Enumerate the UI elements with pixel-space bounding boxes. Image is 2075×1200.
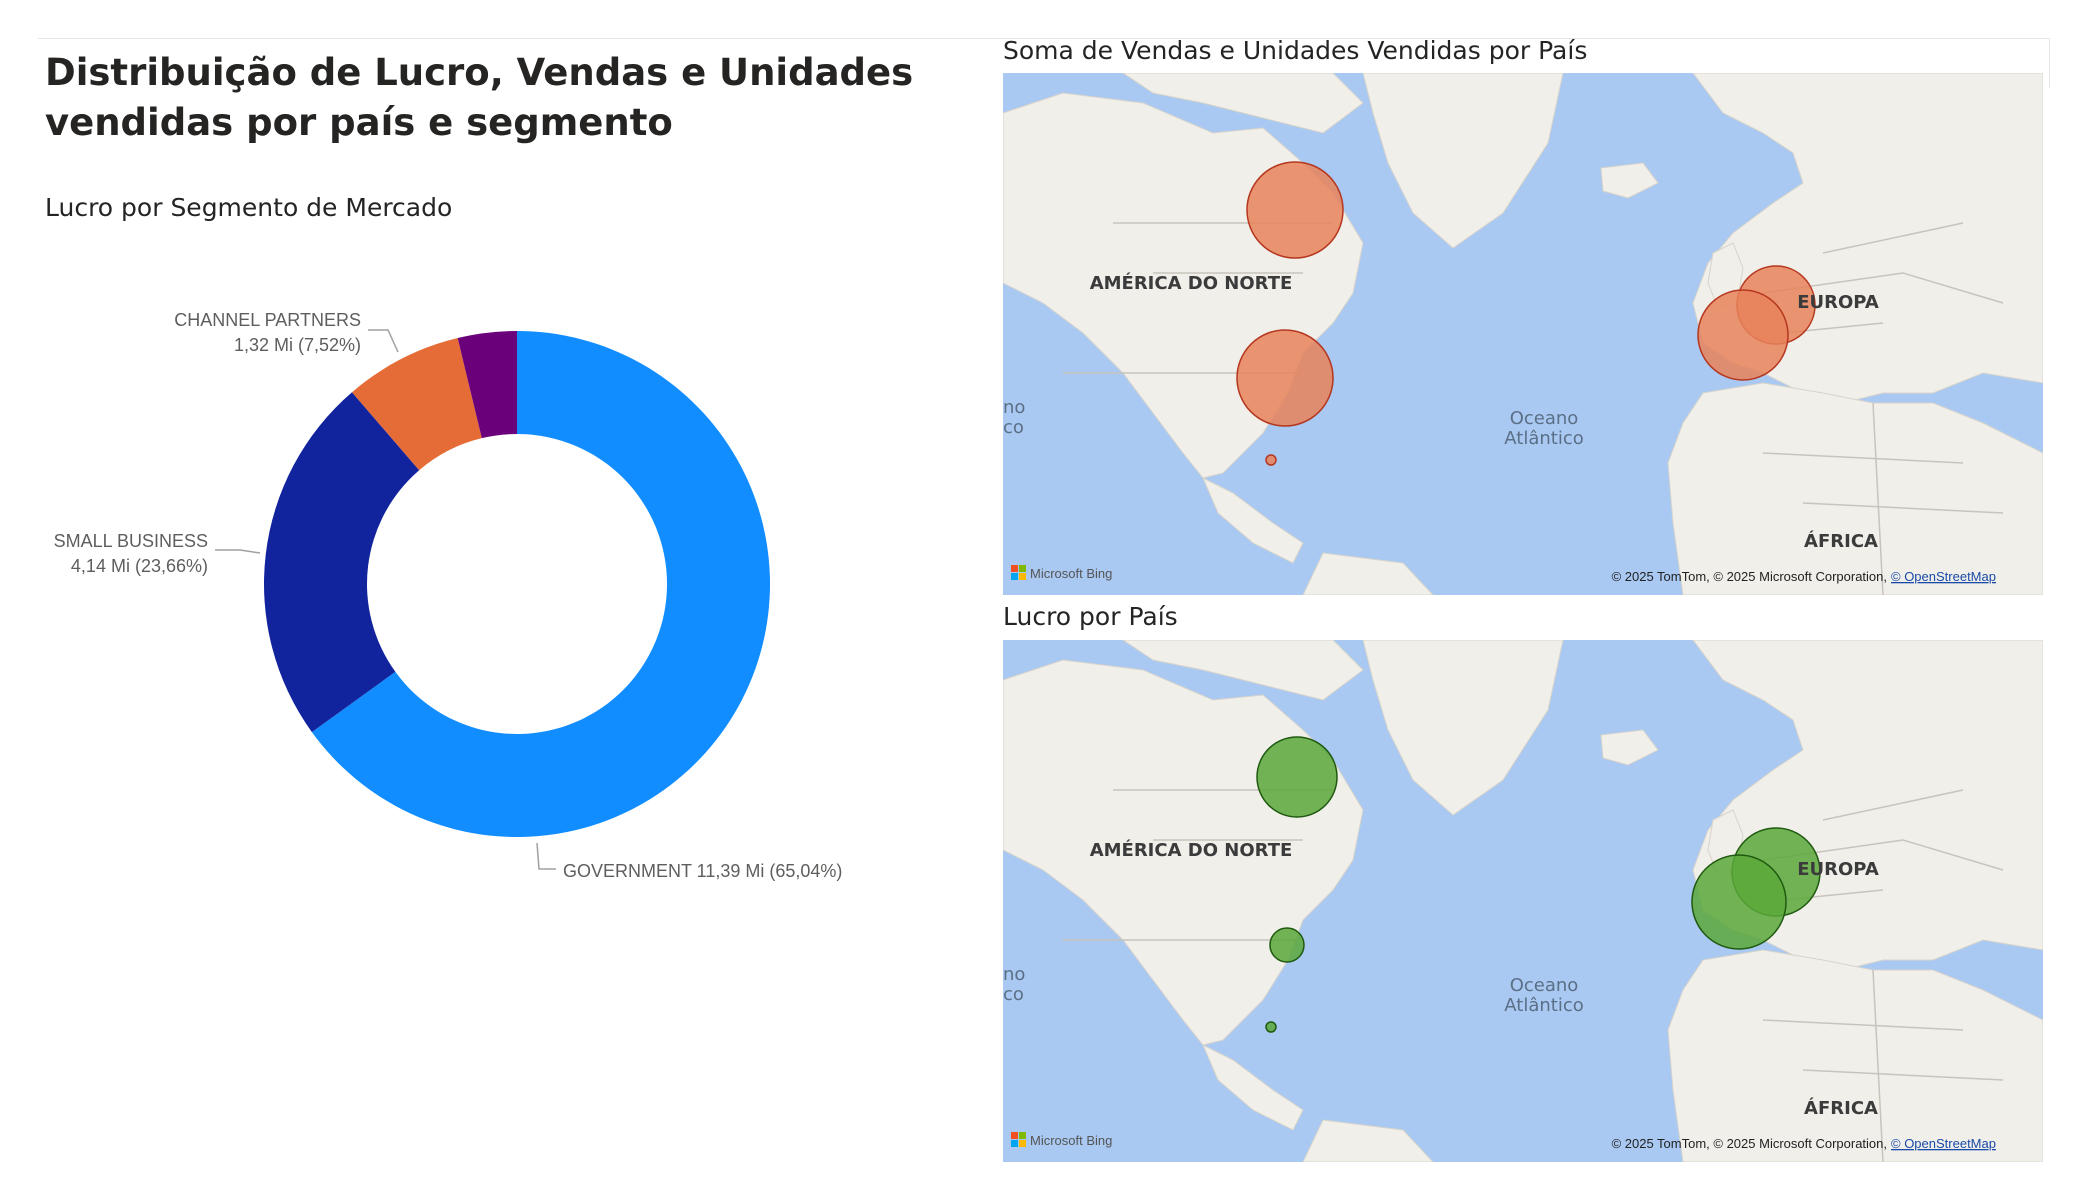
profit-map-basemap: [1003, 640, 2043, 1162]
donut-slice-government[interactable]: [311, 331, 771, 838]
report-frame: [38, 38, 2050, 89]
donut-slice-unlabeled-segment[interactable]: [457, 331, 517, 439]
donut-slices[interactable]: [264, 331, 771, 838]
ocean-label-line2: Atlântico: [1504, 995, 1583, 1016]
government-label: GOVERNMENT 11,39 Mi (65,04%): [563, 861, 842, 881]
profit-map-title: Lucro por País: [1003, 602, 1178, 631]
profit-map-canvas[interactable]: AMÉRICA DO NORTE EUROPA ÁFRICA Oceano At…: [1003, 640, 2043, 1162]
small-business-label-name: SMALL BUSINESS: [54, 531, 208, 551]
donut-slice-channel-partners[interactable]: [351, 338, 482, 471]
pacific-label-fragment2: co: [1003, 984, 1024, 1005]
bubble-united-states[interactable]: [1269, 927, 1305, 963]
map-copyright: © 2025 TomTom, © 2025 Microsoft Corporat…: [1612, 569, 1887, 584]
microsoft-logo-icon: [1011, 1132, 1026, 1147]
region-label-africa: ÁFRICA: [1804, 530, 1878, 552]
region-label-africa: ÁFRICA: [1804, 1097, 1878, 1119]
profit-map-bubbles[interactable]: [1256, 736, 1821, 1033]
bubble-france[interactable]: [1691, 854, 1787, 950]
sales-map-bubbles[interactable]: [1236, 161, 1816, 466]
pacific-label-fragment1: no: [1003, 397, 1025, 418]
donut-chart-title: Lucro por Segmento de Mercado: [45, 193, 453, 222]
bubble-france[interactable]: [1697, 289, 1789, 381]
pacific-label-fragment1: no: [1003, 964, 1025, 985]
openstreetmap-link[interactable]: © OpenStreetMap: [1891, 1136, 1996, 1151]
ocean-label-line2: Atlântico: [1504, 428, 1583, 449]
bubble-canada[interactable]: [1246, 161, 1344, 259]
bing-attribution: Microsoft Bing: [1030, 1133, 1112, 1148]
region-label-europe: EUROPA: [1797, 859, 1879, 880]
channel-partners-label-value: 1,32 Mi (7,52%): [234, 335, 361, 355]
channel-partners-leader: [368, 329, 399, 353]
openstreetmap-link[interactable]: © OpenStreetMap: [1891, 569, 1996, 584]
small-business-leader: [215, 549, 261, 554]
small-business-label-value: 4,14 Mi (23,66%): [71, 556, 208, 576]
sales-map[interactable]: AMÉRICA DO NORTE EUROPA ÁFRICA Oceano At…: [1003, 73, 2043, 595]
bubble-mexico[interactable]: [1265, 454, 1277, 466]
sales-map-canvas[interactable]: AMÉRICA DO NORTE EUROPA ÁFRICA Oceano At…: [1003, 73, 2043, 595]
donut-slice-small-business[interactable]: [264, 392, 420, 733]
bubble-mexico[interactable]: [1265, 1021, 1277, 1033]
report-frame-edge: [2049, 38, 2050, 88]
pacific-label-fragment2: co: [1003, 417, 1024, 438]
page-title: Distribuição de Lucro, Vendas e Unidades…: [45, 51, 914, 144]
region-label-europe: EUROPA: [1797, 292, 1879, 313]
profit-map[interactable]: AMÉRICA DO NORTE EUROPA ÁFRICA Oceano At…: [1003, 640, 2043, 1162]
channel-partners-label-name: CHANNEL PARTNERS: [174, 310, 361, 330]
microsoft-logo-icon: [1011, 565, 1026, 580]
bubble-united-states[interactable]: [1236, 329, 1334, 427]
region-label-north-america: AMÉRICA DO NORTE: [1090, 839, 1293, 861]
region-label-north-america: AMÉRICA DO NORTE: [1090, 272, 1293, 294]
bing-attribution: Microsoft Bing: [1030, 566, 1112, 581]
ocean-label-line1: Oceano: [1510, 975, 1579, 996]
donut-chart[interactable]: CHANNEL PARTNERS 1,32 Mi (7,52%) SMALL B…: [0, 0, 1000, 1000]
government-leader: [536, 842, 556, 870]
sales-map-title: Soma de Vendas e Unidades Vendidas por P…: [1003, 36, 1588, 65]
sales-map-basemap: [1003, 73, 2043, 595]
ocean-label-line1: Oceano: [1510, 408, 1579, 429]
bubble-canada[interactable]: [1256, 736, 1338, 818]
map-copyright: © 2025 TomTom, © 2025 Microsoft Corporat…: [1612, 1136, 1887, 1151]
